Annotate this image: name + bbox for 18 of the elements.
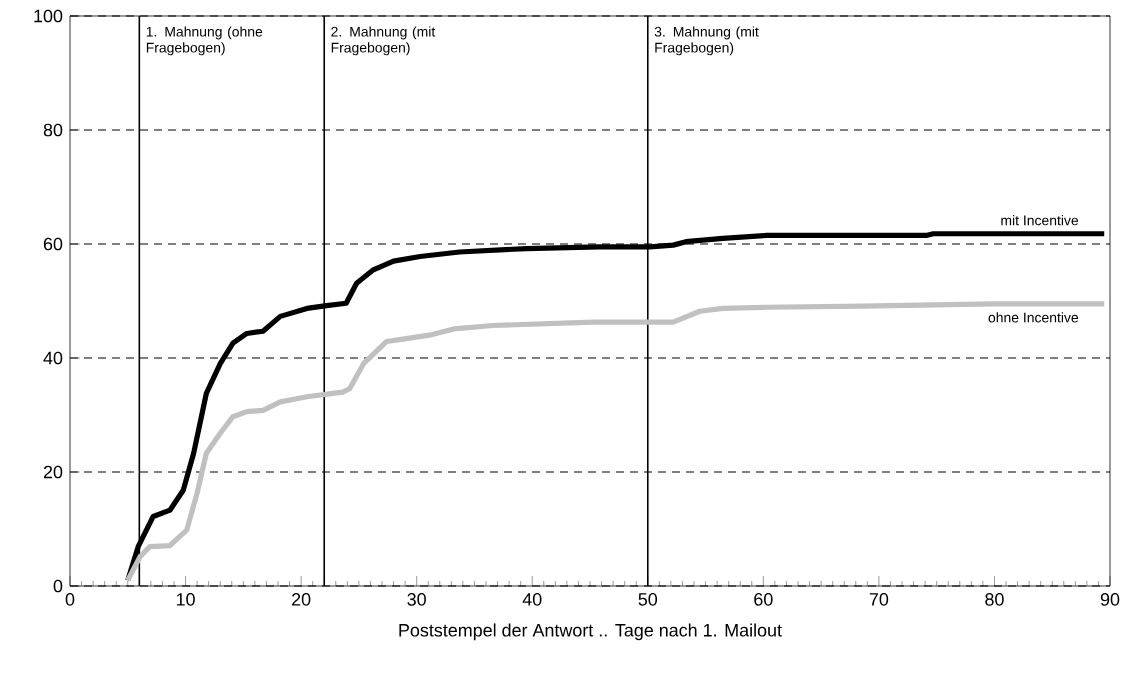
y-tick-label: 40 xyxy=(43,351,63,365)
x-tick-label: 50 xyxy=(638,593,658,606)
x-tick-label: 90 xyxy=(1100,593,1120,606)
y-tick-label: 0 xyxy=(53,579,63,593)
y-tick-label: 80 xyxy=(43,123,63,137)
x-tick-label: 60 xyxy=(754,593,773,606)
y-tick-label: 100 xyxy=(34,9,63,23)
x-tick-label: 40 xyxy=(522,593,542,606)
x-tick-label: 70 xyxy=(869,593,889,606)
x-tick-label: 20 xyxy=(292,593,311,606)
x-tick-label: 10 xyxy=(176,593,195,606)
y-tick-label: 60 xyxy=(43,237,63,251)
x-tick-label: 80 xyxy=(985,593,1004,606)
x-tick-label: 30 xyxy=(407,593,426,606)
x-tick-label: 0 xyxy=(65,593,75,606)
y-tick-label: 20 xyxy=(43,465,63,479)
x-axis-title: Poststempel der Antwort .. Tage nach 1. Mailout xyxy=(399,623,782,641)
line-series xyxy=(125,301,1107,583)
